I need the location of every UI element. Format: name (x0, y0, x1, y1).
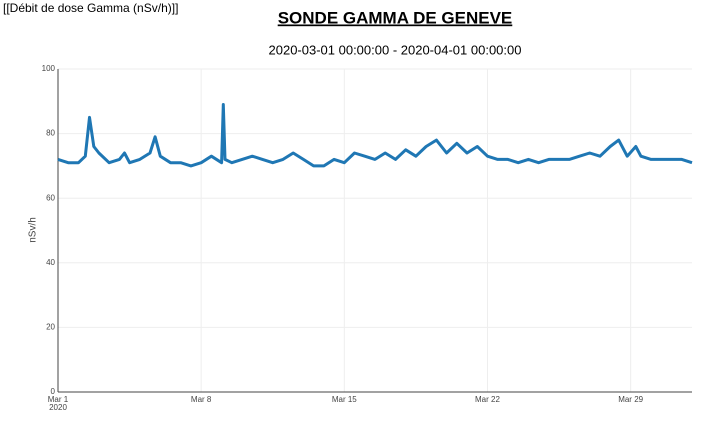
page-label: [[Débit de dose Gamma (nSv/h)]] (3, 1, 178, 15)
x-tick-label: Mar 15 (332, 395, 357, 404)
y-tick-label: 60 (46, 193, 55, 202)
chart-title: SONDE GAMMA DE GENEVE (278, 8, 513, 27)
x-tick-label: Mar 8 (191, 395, 212, 404)
y-tick-label: 80 (46, 129, 55, 138)
y-tick-label: 100 (42, 64, 56, 73)
y-tick-label: 20 (46, 323, 55, 332)
x-year-label: 2020 (49, 403, 67, 412)
chart-subtitle: 2020-03-01 00:00:00 - 2020-04-01 00:00:0… (269, 42, 522, 57)
y-axis-label: nSv/h (28, 217, 39, 243)
x-tick-label: Mar 29 (618, 395, 643, 404)
y-tick-label: 0 (51, 387, 56, 396)
y-tick-label: 40 (46, 258, 55, 267)
x-tick-label: Mar 1 (48, 395, 69, 404)
data-line (57, 103, 693, 168)
x-tick-label: Mar 22 (475, 395, 500, 404)
